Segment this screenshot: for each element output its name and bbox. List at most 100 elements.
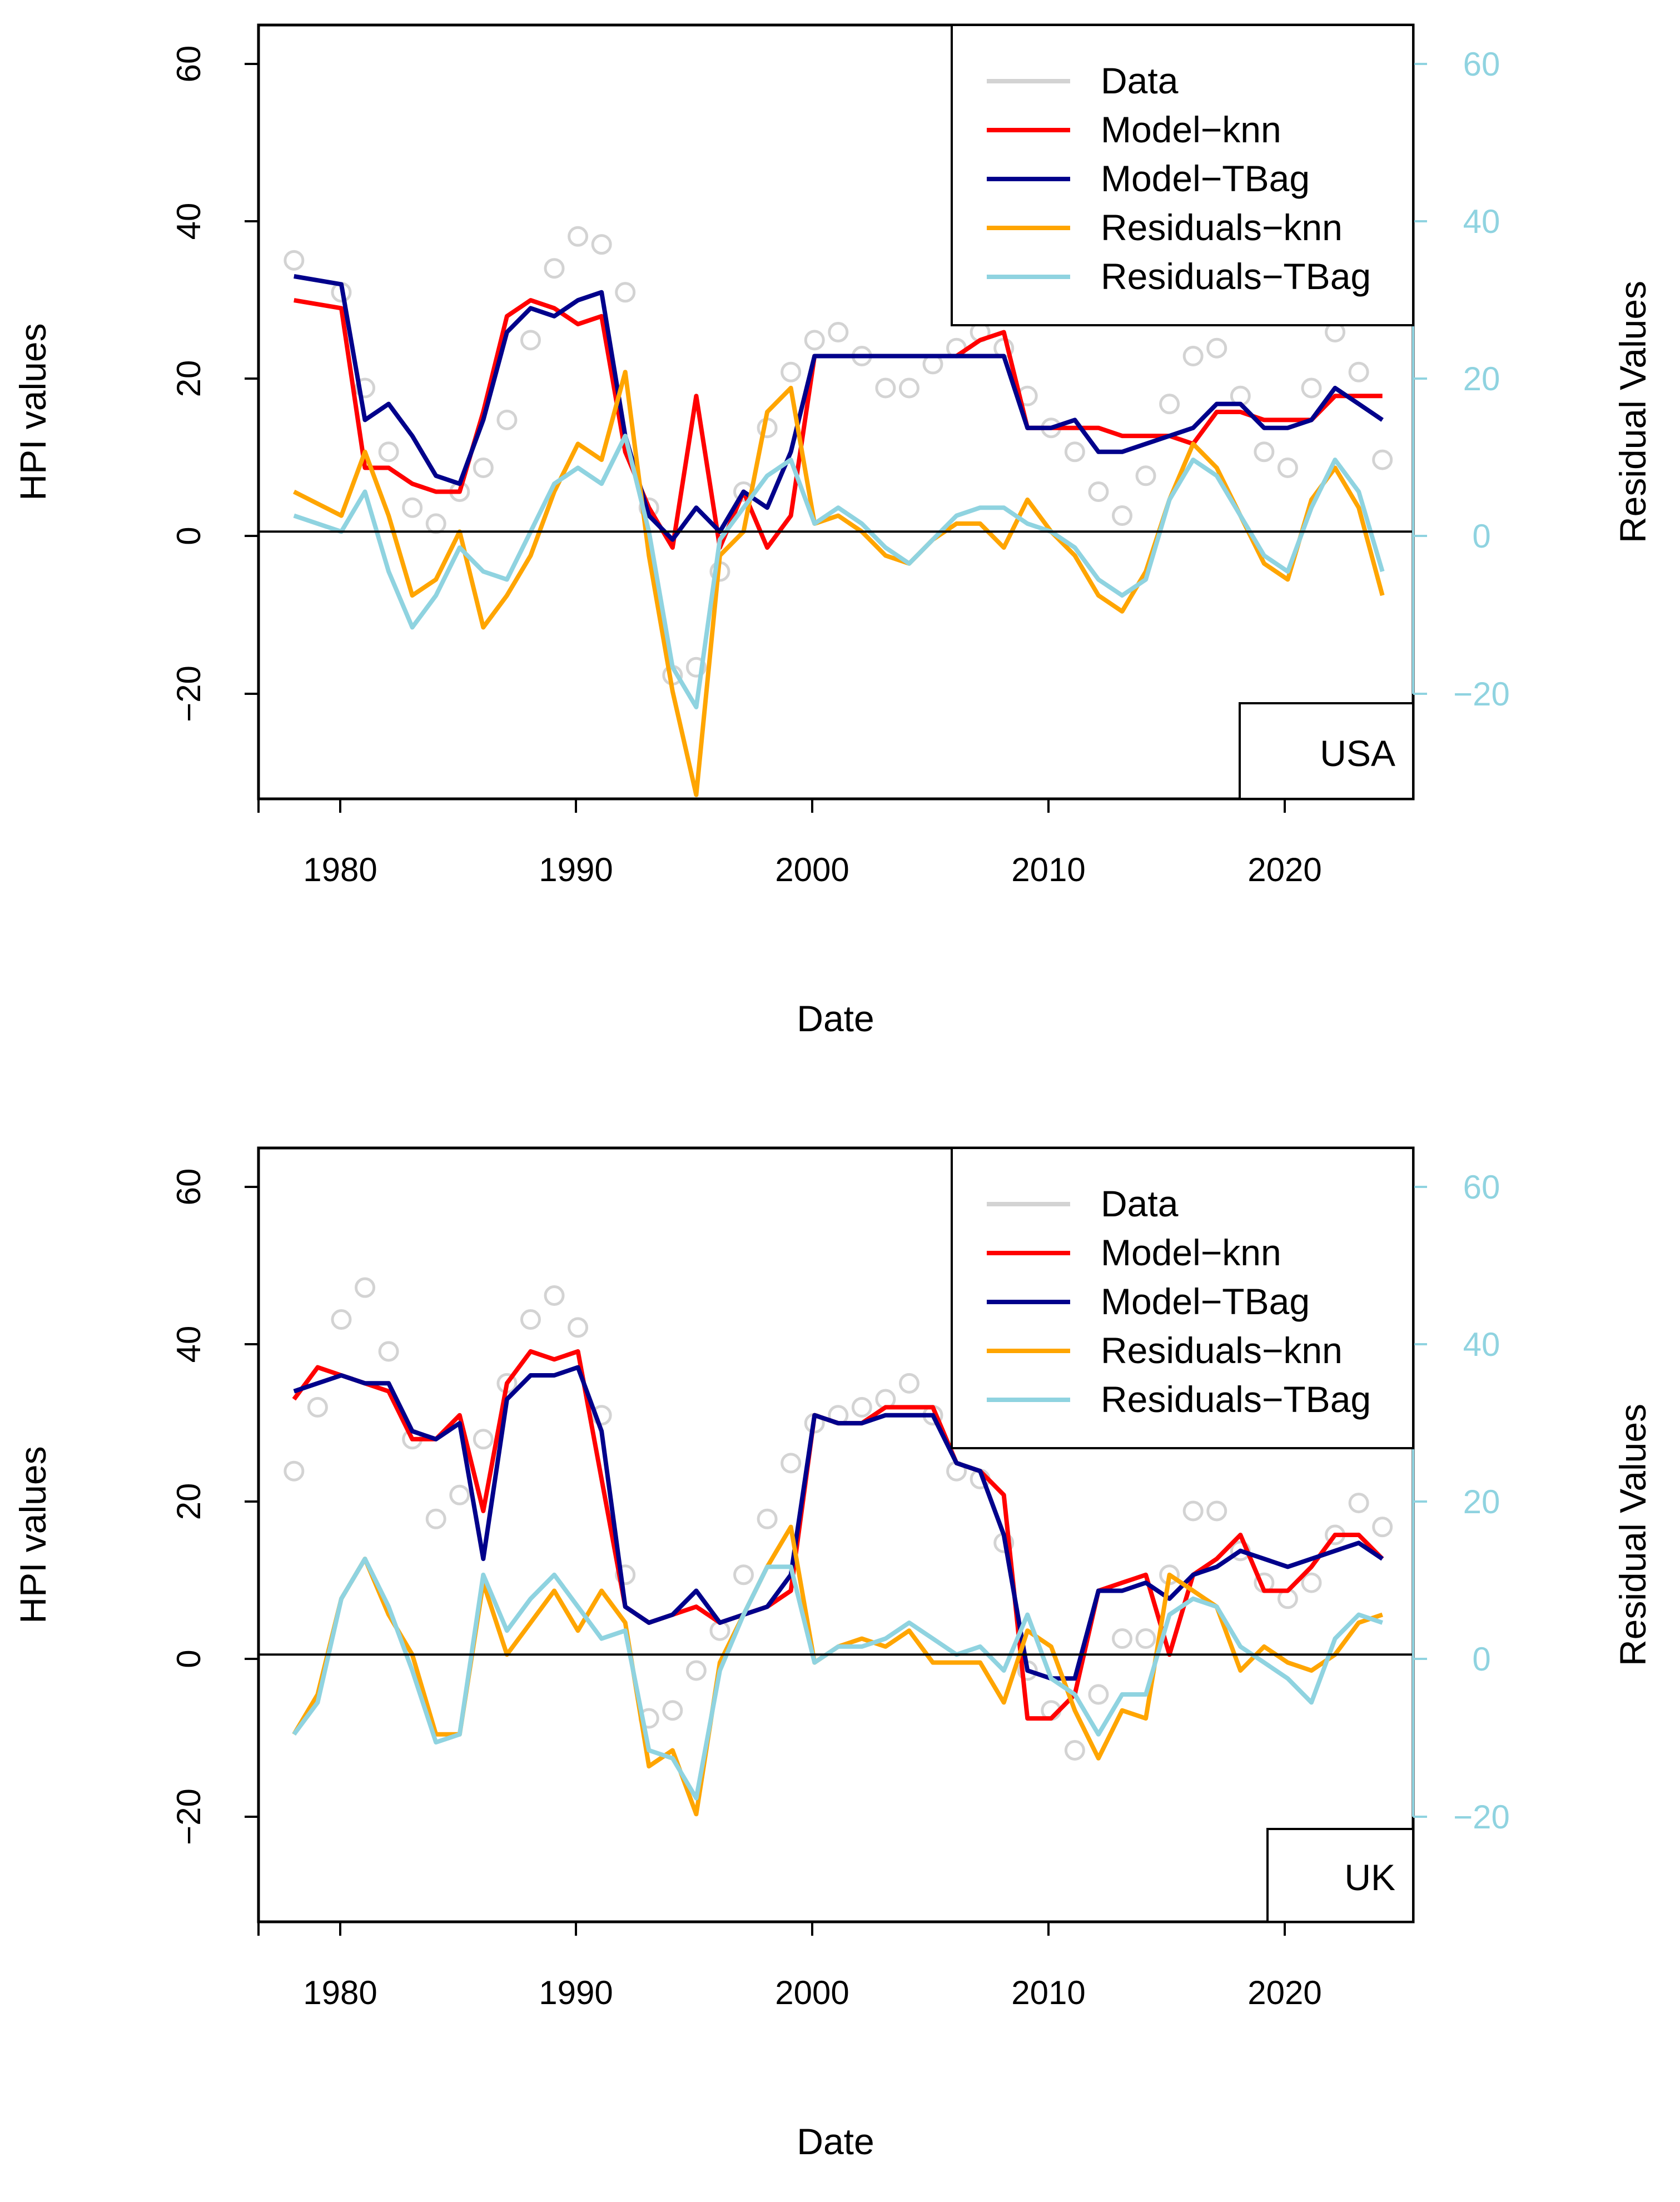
uk-ytick-right-2: 20 bbox=[1463, 1483, 1500, 1520]
usa-series-data-point bbox=[781, 361, 802, 382]
uk-series-data-point bbox=[1088, 1684, 1109, 1705]
uk-series-model-tbag-line bbox=[293, 1365, 1384, 1681]
uk-ytick-left-3: 0 bbox=[170, 1649, 207, 1668]
usa-series-data-point bbox=[284, 250, 305, 271]
uk-ytick-left-0: 60 bbox=[170, 1169, 207, 1206]
usa-series-data-point bbox=[591, 234, 612, 255]
usa-series-data-point bbox=[804, 330, 825, 351]
usa-series-data-point bbox=[1254, 441, 1275, 463]
uk-ytick-left-1: 40 bbox=[170, 1326, 207, 1363]
uk-series-data-point bbox=[685, 1660, 707, 1681]
usa-series-data-point bbox=[898, 377, 919, 399]
usa-series-data-point bbox=[685, 657, 707, 678]
uk-xtick-1990: 1990 bbox=[539, 1974, 613, 2011]
usa-y-axis-right: 60 40 20 0 −20 Residual Values bbox=[1412, 46, 1653, 713]
uk-series-data-point bbox=[378, 1341, 399, 1362]
usa-series-data-point bbox=[1135, 465, 1156, 486]
usa-ytick-right-2: 20 bbox=[1463, 360, 1500, 397]
usa-xtick-2000: 2000 bbox=[775, 851, 849, 888]
uk-series-data-point bbox=[615, 1564, 636, 1585]
uk-legend-label-res-knn: Residuals−knn bbox=[1101, 1330, 1343, 1371]
usa-xtick-2010: 2010 bbox=[1011, 851, 1085, 888]
uk-series-data-point bbox=[851, 1396, 872, 1418]
uk-series-data-point bbox=[520, 1309, 541, 1330]
uk-series-data-point bbox=[1206, 1500, 1227, 1522]
usa-ytick-right-4: −20 bbox=[1453, 675, 1510, 713]
usa-ytick-left-1: 40 bbox=[170, 203, 207, 240]
uk-series-data-point bbox=[1064, 1739, 1085, 1761]
uk-series-data-point bbox=[898, 1373, 919, 1394]
usa-ytick-right-0: 60 bbox=[1463, 46, 1500, 83]
usa-xtick-1990: 1990 bbox=[539, 851, 613, 888]
usa-series-data-point bbox=[1159, 394, 1180, 415]
panel-uk: 60 40 20 0 −20 HPI values 60 40 20 0 −20… bbox=[12, 1146, 1653, 2162]
usa-series-data-point bbox=[544, 258, 565, 279]
uk-ytick-right-3: 0 bbox=[1472, 1641, 1490, 1678]
uk-ytick-left-2: 20 bbox=[170, 1483, 207, 1520]
uk-country-label: UK bbox=[1266, 1828, 1414, 1923]
usa-series-data-point bbox=[1277, 457, 1298, 478]
usa-legend-label-res-knn: Residuals−knn bbox=[1101, 207, 1343, 248]
uk-ytick-right-4: −20 bbox=[1453, 1798, 1510, 1836]
uk-legend-label-res-tbag: Residuals−TBag bbox=[1101, 1379, 1371, 1420]
usa-series-residuals-knn-line bbox=[292, 370, 1385, 797]
usa-series-data-point bbox=[1111, 505, 1132, 526]
uk-ytick-right-0: 60 bbox=[1463, 1169, 1500, 1206]
uk-ytick-left-4: −20 bbox=[170, 1788, 207, 1845]
usa-legend-label-tbag: Model−TBag bbox=[1101, 158, 1310, 199]
usa-legend: Data Model−knn Model−TBag Residuals−knn … bbox=[951, 24, 1414, 326]
usa-series-data-point bbox=[828, 321, 849, 342]
uk-series-data-point bbox=[544, 1285, 565, 1306]
usa-series-data-point bbox=[520, 330, 541, 351]
usa-series-data-point bbox=[496, 409, 518, 430]
uk-series-data-point bbox=[331, 1309, 352, 1330]
uk-series-data-point bbox=[473, 1429, 494, 1450]
uk-series-data-point bbox=[1348, 1493, 1369, 1514]
uk-series-data-point bbox=[1182, 1500, 1204, 1522]
usa-series-data-point bbox=[615, 282, 636, 303]
usa-x-axis: 1980 1990 2000 2010 2020 Date bbox=[257, 799, 1322, 1039]
uk-xtick-2000: 2000 bbox=[775, 1974, 849, 2011]
uk-series-data-point bbox=[284, 1460, 305, 1482]
uk-series-data-point bbox=[733, 1564, 754, 1585]
uk-series-data-point bbox=[781, 1453, 802, 1474]
usa-series-residuals-tbag-line bbox=[293, 434, 1385, 709]
usa-ytick-left-2: 20 bbox=[170, 360, 207, 397]
usa-series-data-point bbox=[378, 441, 399, 463]
usa-series-data-point bbox=[355, 377, 376, 399]
usa-plot-layer bbox=[259, 226, 1413, 797]
usa-country-label: USA bbox=[1239, 702, 1414, 800]
usa-series-data-point bbox=[402, 497, 423, 518]
usa-series-data-point bbox=[1206, 337, 1227, 359]
uk-series-data-point bbox=[757, 1508, 778, 1529]
uk-y-axis-left: 60 40 20 0 −20 HPI values bbox=[12, 1169, 259, 1845]
usa-series-data-point bbox=[473, 457, 494, 478]
uk-x-axis: 1980 1990 2000 2010 2020 Date bbox=[257, 1922, 1322, 2162]
uk-series-data-point bbox=[355, 1277, 376, 1298]
uk-legend: Data Model−knn Model−TBag Residuals−knn … bbox=[951, 1147, 1414, 1449]
uk-series-residuals-tbag-line bbox=[292, 1557, 1383, 1801]
usa-ytick-left-0: 60 bbox=[170, 46, 207, 83]
uk-xtick-2010: 2010 bbox=[1011, 1974, 1085, 2011]
usa-country-text: USA bbox=[1320, 733, 1395, 774]
usa-series-data-point bbox=[1182, 346, 1204, 367]
uk-ytick-right-1: 40 bbox=[1463, 1326, 1500, 1363]
uk-legend-label-data: Data bbox=[1101, 1183, 1179, 1224]
usa-series-data-point bbox=[875, 377, 896, 399]
uk-series-data-point bbox=[591, 1405, 612, 1426]
usa-series-data-point bbox=[1064, 441, 1085, 463]
uk-xtick-2020: 2020 bbox=[1247, 1974, 1321, 2011]
usa-y-axis-left: 60 40 20 0 −20 HPI values bbox=[12, 46, 259, 722]
usa-series-data-point bbox=[1348, 361, 1369, 382]
usa-ytick-right-3: 0 bbox=[1472, 518, 1490, 555]
uk-y-axis-title: HPI values bbox=[12, 1446, 53, 1623]
usa-series-data-point bbox=[1372, 449, 1393, 470]
usa-y-axis-title: HPI values bbox=[12, 323, 53, 500]
uk-series-data-point bbox=[662, 1700, 683, 1721]
usa-legend-label-data: Data bbox=[1101, 60, 1179, 101]
panel-usa: 60 40 20 0 −20 HPI values 60 40 20 0 −20… bbox=[12, 23, 1653, 1039]
usa-legend-label-knn: Model−knn bbox=[1101, 109, 1281, 150]
uk-series-data-point bbox=[1135, 1628, 1156, 1649]
